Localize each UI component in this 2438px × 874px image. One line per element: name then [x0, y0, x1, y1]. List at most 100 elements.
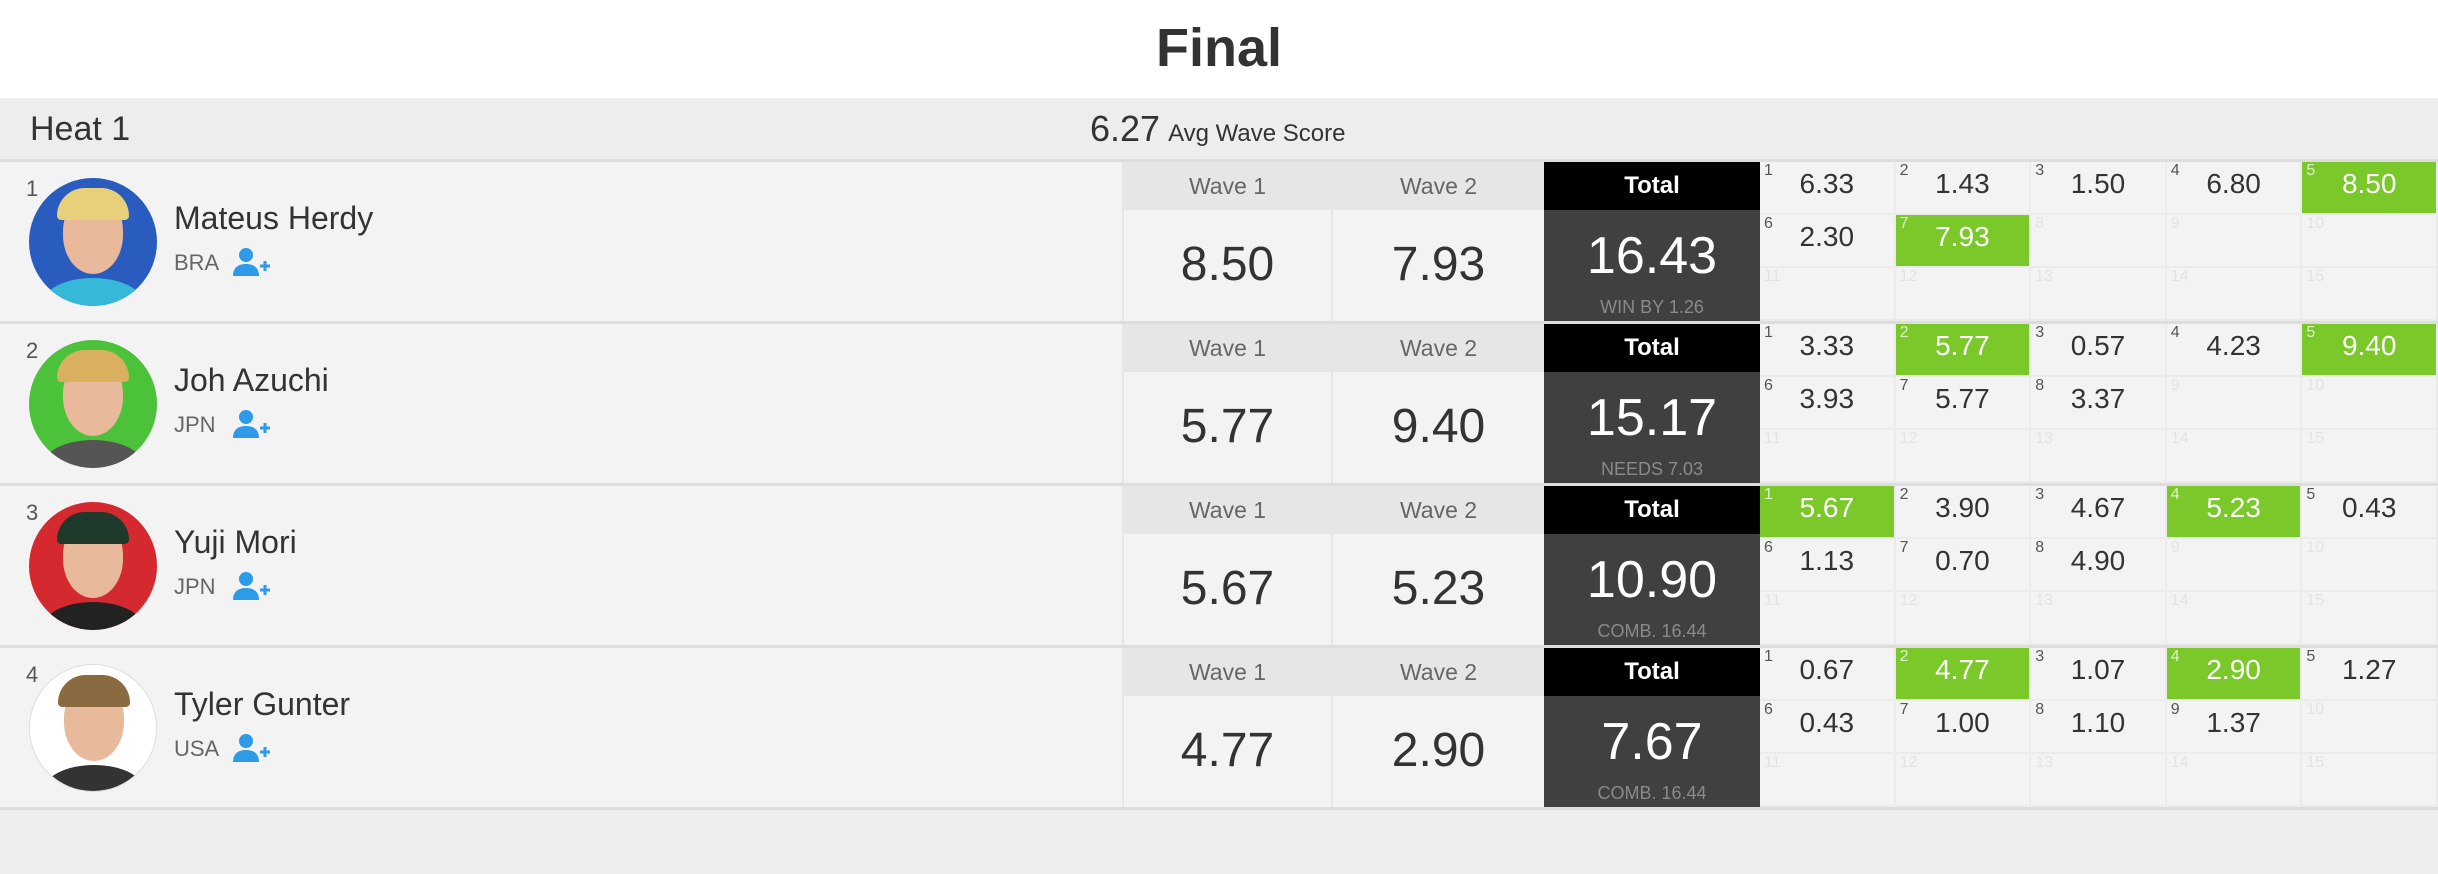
wave-number: 13 [2035, 268, 2053, 285]
add-favorite-icon[interactable] [232, 246, 272, 278]
wave-number: 14 [2170, 430, 2189, 447]
wave-score: 9.40 [2341, 330, 2397, 361]
wave-number: 2 [1899, 486, 1909, 503]
wave-score-cell: 5 8.50 [2302, 162, 2438, 215]
wave-1-label: Wave 1 [1124, 486, 1331, 534]
surfer-country: JPN [174, 574, 216, 599]
wave-number: 8 [2035, 539, 2045, 556]
add-favorite-icon[interactable] [232, 570, 272, 602]
wave-2-label: Wave 2 [1333, 324, 1544, 372]
total-label: Total [1544, 486, 1760, 534]
wave-score: 1.27 [2341, 654, 2397, 685]
add-favorite-icon[interactable] [232, 408, 272, 440]
wave-score-cell: 12 [1895, 592, 2032, 645]
wave-score: 3.93 [1799, 383, 1855, 414]
wave-number: 3 [2035, 324, 2045, 341]
wave-score-cell: 6 0.43 [1760, 701, 1896, 754]
total-note: COMB. 16.44 [1597, 621, 1707, 641]
wave-score-cell: 7 1.00 [1895, 701, 2032, 754]
surfer-name[interactable]: Yuji Mori [174, 524, 297, 560]
avg-wave-score: 6.27 Avg Wave Score [1090, 108, 1346, 150]
wave-number: 14 [2170, 268, 2189, 285]
wave-score-cell: 12 [1895, 268, 2032, 321]
wave-score-cell: 6 1.13 [1760, 539, 1896, 592]
wave-number: 10 [2306, 701, 2325, 718]
wave-score-cell: 4 6.80 [2166, 162, 2303, 215]
wave-score-cell: 7 5.77 [1895, 377, 2032, 430]
wave-1-score: Wave 1 5.77 [1122, 324, 1331, 483]
wave-number: 6 [1764, 539, 1773, 556]
wave-1-value: 5.77 [1180, 400, 1275, 453]
wave-score: 7.93 [1935, 221, 1990, 252]
wave-2-value: 9.40 [1391, 400, 1486, 453]
wave-2-score: Wave 2 7.93 [1331, 162, 1544, 321]
wave-score-cell: 15 [2302, 754, 2438, 807]
wave-score-cell: 4 2.90 [2166, 648, 2303, 701]
wave-score-cell: 2 5.77 [1895, 324, 2032, 377]
surfer-name[interactable]: Tyler Gunter [174, 686, 351, 722]
page-title: Final [1155, 18, 1282, 78]
wave-score-cell: 9 [2166, 377, 2303, 430]
wave-2-value: 7.93 [1391, 238, 1486, 291]
wave-score-cell: 11 [1760, 430, 1896, 483]
wave-score: 5.23 [2206, 492, 2261, 523]
wave-number: 12 [1899, 592, 1918, 609]
wave-score-cell: 14 [2166, 430, 2303, 483]
surfer-name[interactable]: Joh Azuchi [174, 362, 329, 398]
wave-score: 1.37 [2206, 707, 2261, 738]
total-value: 15.17 [1586, 389, 1718, 447]
wave-number: 9 [2170, 215, 2180, 232]
wave-number: 12 [1899, 754, 1918, 771]
wave-2-label: Wave 2 [1333, 162, 1544, 210]
wave-score-cell: 9 [2166, 539, 2303, 592]
wave-score: 5.77 [1935, 330, 1990, 361]
add-favorite-icon[interactable] [232, 732, 272, 764]
wave-score: 6.33 [1799, 168, 1855, 199]
wave-score: 1.13 [1799, 545, 1855, 576]
avg-score-value: 6.27 [1090, 108, 1161, 149]
wave-score-cell: 7 7.93 [1895, 215, 2032, 268]
wave-1-score: Wave 1 5.67 [1122, 486, 1331, 645]
wave-number: 1 [1764, 162, 1773, 179]
wave-1-value: 8.50 [1180, 238, 1275, 291]
wave-number: 6 [1764, 377, 1773, 394]
wave-score: 1.10 [2070, 707, 2126, 738]
surfer-country: BRA [174, 250, 220, 275]
wave-number: 13 [2035, 592, 2053, 609]
wave-score-cell: 9 [2166, 215, 2303, 268]
wave-score: 0.67 [1799, 654, 1855, 685]
wave-score: 3.33 [1799, 330, 1855, 361]
wave-2-label: Wave 2 [1333, 486, 1544, 534]
wave-number: 14 [2170, 754, 2189, 771]
wave-score: 5.67 [1799, 492, 1855, 523]
total-note: WIN BY 1.26 [1600, 297, 1704, 317]
wave-score: 0.43 [1799, 707, 1855, 738]
total-score: Total 10.90 COMB. 16.44 [1544, 486, 1760, 645]
wave-score: 2.90 [2206, 654, 2261, 685]
wave-1-score: Wave 1 4.77 [1122, 648, 1331, 807]
wave-number: 9 [2170, 539, 2180, 556]
surfer-country: JPN [174, 412, 216, 437]
wave-number: 15 [2306, 754, 2325, 771]
wave-score-cell: 6 3.93 [1760, 377, 1896, 430]
wave-score-cell: 13 [2031, 592, 2167, 645]
wave-score-cell: 13 [2031, 268, 2167, 321]
wave-number: 2 [1899, 648, 1909, 665]
wave-number: 7 [1899, 215, 1909, 232]
wave-number: 2 [1899, 324, 1909, 341]
footer [0, 810, 2438, 874]
wave-score: 0.43 [2341, 492, 2397, 523]
wave-score-cell: 10 [2302, 701, 2438, 754]
wave-number: 4 [2170, 324, 2180, 341]
wave-number: 7 [1899, 377, 1909, 394]
total-label: Total [1544, 162, 1760, 210]
wave-grid: 1 3.33 2 5.77 3 0.57 4 4.23 5 9.40 6 3.9… [1760, 324, 2438, 483]
total-note: COMB. 16.44 [1597, 783, 1707, 803]
surfer-name[interactable]: Mateus Herdy [174, 200, 374, 236]
wave-2-score: Wave 2 9.40 [1331, 324, 1544, 483]
wave-number: 9 [2170, 377, 2180, 394]
wave-number: 11 [1764, 430, 1781, 447]
wave-score-cell: 10 [2302, 215, 2438, 268]
wave-number: 13 [2035, 430, 2053, 447]
wave-number: 15 [2306, 592, 2325, 609]
